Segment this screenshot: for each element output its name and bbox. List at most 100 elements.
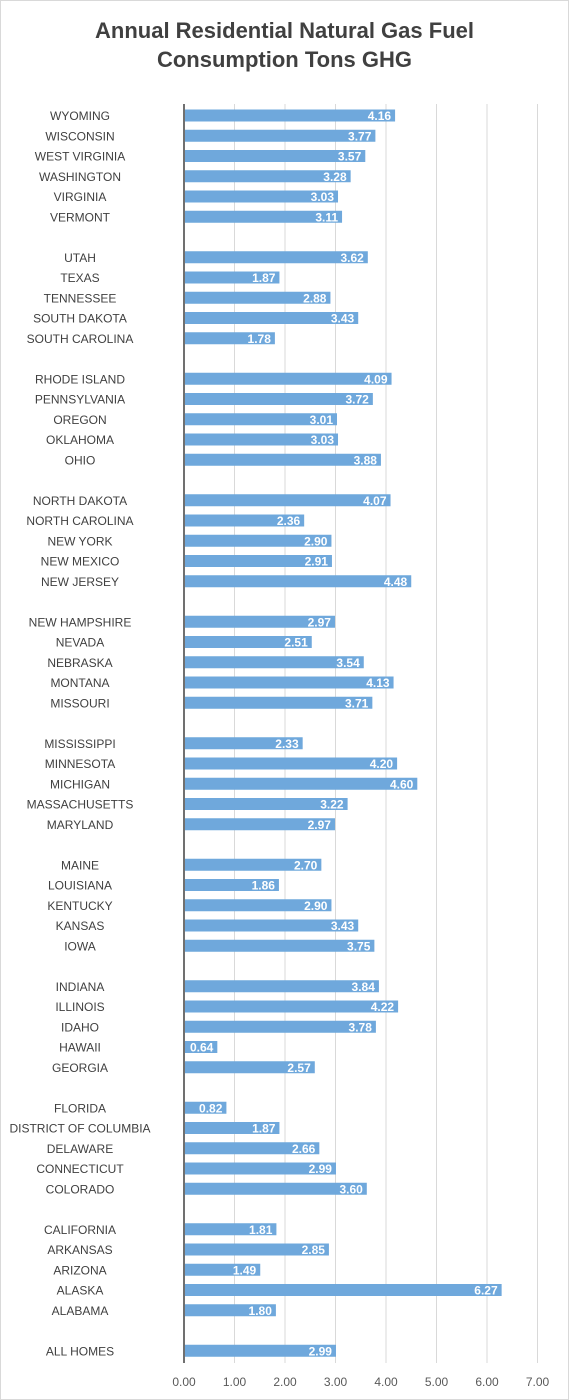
bar-washington xyxy=(185,170,351,183)
x-tick-label: 3.00 xyxy=(324,1375,348,1389)
category-label: ARKANSAS xyxy=(47,1243,112,1257)
category-label: IOWA xyxy=(64,939,96,953)
category-label: ALABAMA xyxy=(52,1304,109,1318)
category-label: OHIO xyxy=(65,453,96,467)
category-label: NORTH CAROLINA xyxy=(26,514,133,528)
bar-new-jersey xyxy=(185,575,412,588)
value-label: 3.43 xyxy=(331,919,355,933)
value-label: 4.22 xyxy=(371,1000,395,1014)
bar-louisiana xyxy=(185,879,279,891)
bar-alabama xyxy=(185,1304,276,1317)
category-label: LOUISIANA xyxy=(48,879,112,893)
value-label: 2.90 xyxy=(304,534,328,548)
category-label: MARYLAND xyxy=(47,818,114,832)
chart-title-line-2: Consumption Tons GHG xyxy=(156,47,412,72)
bar-mississippi xyxy=(185,737,303,750)
bar-pennsylvania xyxy=(185,393,373,405)
value-label: 1.86 xyxy=(252,879,276,893)
value-label: 4.09 xyxy=(364,372,388,386)
category-label: UTAH xyxy=(64,251,96,265)
category-label: MISSISSIPPI xyxy=(44,737,115,751)
bar-georgia xyxy=(185,1061,315,1074)
x-tick-label: 2.00 xyxy=(273,1375,297,1389)
value-labels: 4.16 3.77 3.57 3.28 3.03 3.11 3.62 1.87 2.88 3.43… xyxy=(190,109,498,1358)
bar-district-of-columbia xyxy=(185,1122,280,1134)
value-label: 3.72 xyxy=(346,393,370,407)
category-label: OKLAHOMA xyxy=(46,433,114,447)
bar-delaware xyxy=(185,1142,320,1155)
value-label: 4.48 xyxy=(384,575,408,589)
category-label: MISSOURI xyxy=(50,696,109,710)
value-label: 2.85 xyxy=(302,1243,326,1257)
bar-arizona xyxy=(185,1263,261,1276)
value-label: 4.20 xyxy=(370,757,394,771)
bar-south-carolina xyxy=(185,332,275,345)
bar-wyoming xyxy=(185,109,396,122)
value-label: 2.88 xyxy=(303,291,327,305)
value-label: 4.60 xyxy=(390,777,414,791)
category-label: HAWAII xyxy=(59,1041,101,1055)
value-label: 0.82 xyxy=(199,1101,223,1115)
bar-new-hampshire xyxy=(185,615,335,628)
x-tick-label: 4.00 xyxy=(374,1375,398,1389)
value-label: 1.78 xyxy=(248,332,272,346)
bar-maryland xyxy=(185,818,335,831)
bar-oklahoma xyxy=(185,433,339,446)
category-label: NEW JERSEY xyxy=(41,575,119,589)
category-label: SOUTH DAKOTA xyxy=(33,312,127,326)
category-label: VIRGINIA xyxy=(54,190,107,204)
category-label: NORTH DAKOTA xyxy=(33,494,127,508)
value-label: 2.33 xyxy=(275,737,299,751)
bar-missouri xyxy=(185,696,373,709)
value-label: 2.57 xyxy=(287,1061,311,1075)
value-label: 3.88 xyxy=(354,453,378,467)
bar-california xyxy=(185,1223,277,1236)
bar-kansas xyxy=(185,919,359,932)
bar-iowa xyxy=(185,939,375,952)
bar-new-york xyxy=(185,534,332,547)
value-label: 3.77 xyxy=(348,129,372,143)
value-label: 1.81 xyxy=(249,1223,273,1237)
category-label: NEW MEXICO xyxy=(41,555,120,569)
x-tick-label: 0.00 xyxy=(172,1375,196,1389)
value-label: 1.87 xyxy=(252,271,276,285)
x-tick-label: 1.00 xyxy=(223,1375,247,1389)
category-label: INDIANA xyxy=(56,980,105,994)
category-label: IDAHO xyxy=(61,1020,99,1034)
bar-south-dakota xyxy=(185,312,359,324)
bar-virginia xyxy=(185,190,339,203)
value-label: 3.57 xyxy=(338,150,362,164)
value-label: 3.11 xyxy=(315,210,338,224)
category-label: DELAWARE xyxy=(47,1142,113,1156)
category-label: TENNESSEE xyxy=(44,291,117,305)
bar-arkansas xyxy=(185,1243,329,1256)
chart-title-line-1: Annual Residential Natural Gas Fuel xyxy=(95,18,474,43)
bar-oregon xyxy=(185,413,338,426)
bar-utah xyxy=(185,251,368,264)
category-label: TEXAS xyxy=(60,271,99,285)
value-label: 2.70 xyxy=(294,858,318,872)
value-label: 3.01 xyxy=(310,413,334,427)
value-label: 4.16 xyxy=(368,109,392,123)
bar-maine xyxy=(185,858,322,871)
x-tick-labels: 0.00 1.00 2.00 3.00 4.00 5.00 6.00 7.00 xyxy=(172,1375,549,1389)
value-label: 2.66 xyxy=(292,1142,316,1156)
value-label: 2.51 xyxy=(284,636,308,650)
value-label: 2.36 xyxy=(277,514,301,528)
value-label: 3.43 xyxy=(331,312,355,326)
category-label: NEW YORK xyxy=(47,534,112,548)
category-label: OREGON xyxy=(53,413,106,427)
value-label: 3.84 xyxy=(352,980,376,994)
category-label: SOUTH CAROLINA xyxy=(27,332,134,346)
bar-montana xyxy=(185,676,394,689)
value-label: 1.87 xyxy=(252,1122,276,1136)
x-tick-label: 6.00 xyxy=(475,1375,499,1389)
bar-west-virginia xyxy=(185,150,366,162)
category-label: NEBRASKA xyxy=(47,656,112,670)
value-label: 2.90 xyxy=(304,899,328,913)
category-label: DISTRICT OF COLUMBIA xyxy=(9,1122,150,1136)
bar-illinois xyxy=(185,1000,399,1013)
category-label: NEW HAMPSHIRE xyxy=(29,615,132,629)
bar-alaska xyxy=(185,1284,502,1296)
value-label: 3.75 xyxy=(347,939,371,953)
